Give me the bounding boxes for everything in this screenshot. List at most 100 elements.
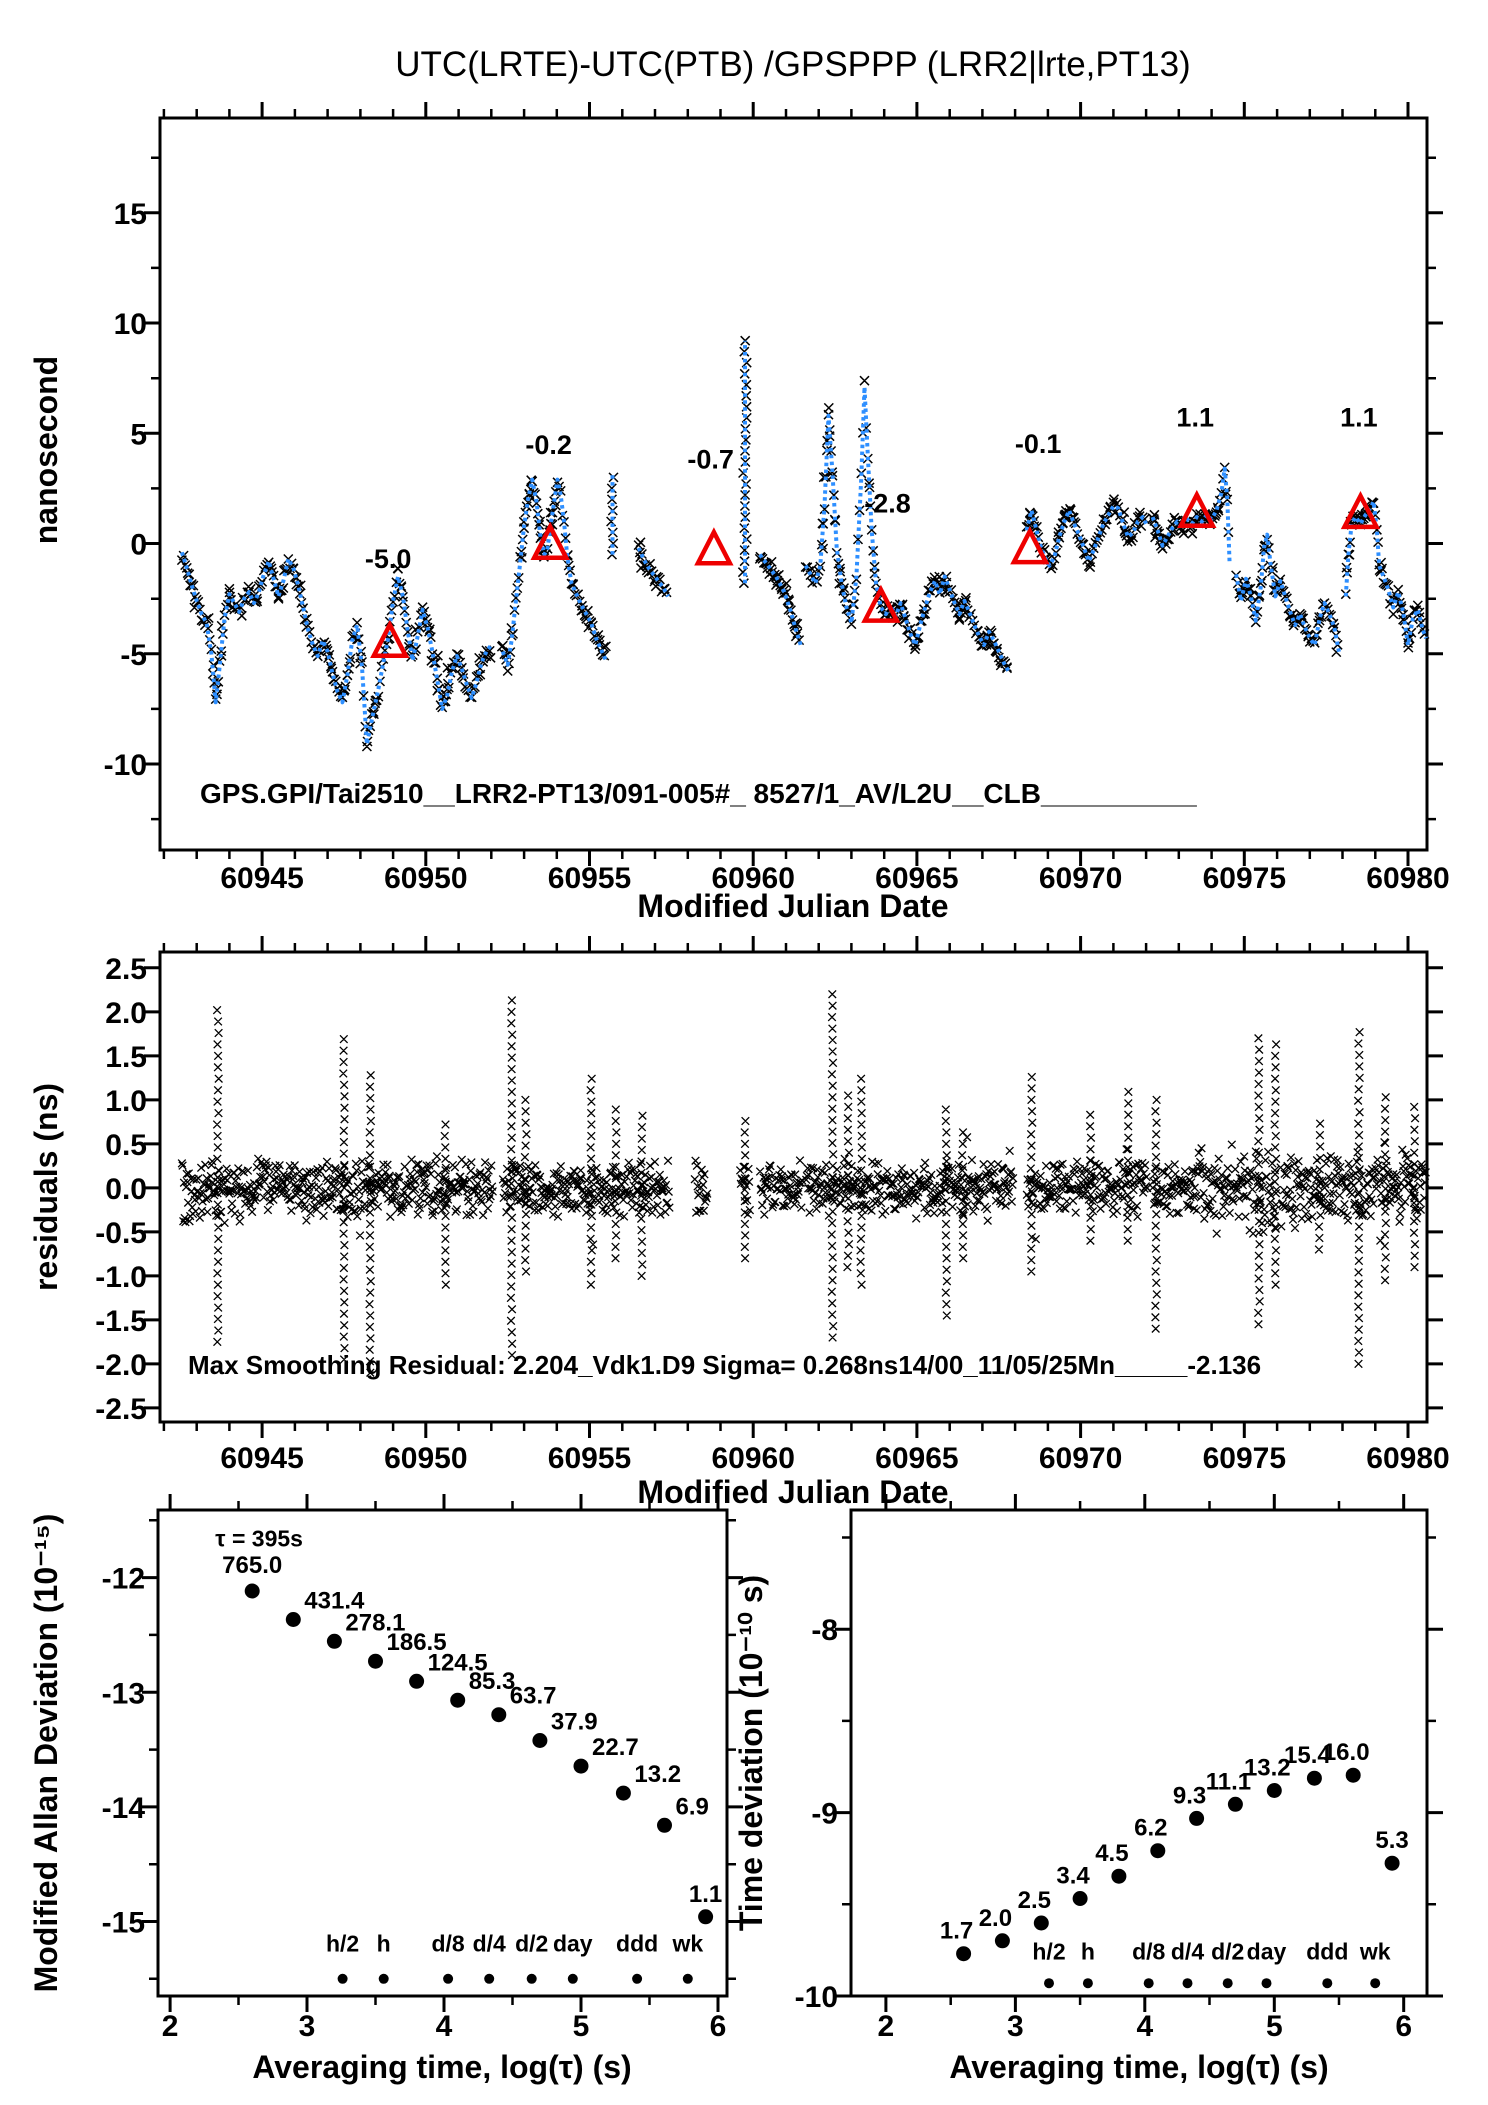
y-tick-label: -0.5: [95, 1217, 147, 1250]
x-tick-label: 60980: [1366, 862, 1449, 895]
data-point-label: 15.4: [1284, 1742, 1331, 1769]
calibration-triangle-marker: [370, 619, 410, 659]
data-point: [1227, 1796, 1243, 1812]
category-label: d/2: [1211, 1938, 1244, 1964]
y-tick-label: -9: [811, 1798, 838, 1831]
data-point-label: 11.1: [1206, 1768, 1251, 1795]
plot-border: [849, 1508, 1429, 1998]
x-tick-label: 60970: [1039, 862, 1122, 895]
minor-ticks: [162, 943, 1377, 1431]
phase-annotation: GPS.GPI/Tai2510__LRR2-PT13/091-005#_ 852…: [200, 778, 1197, 809]
y-tick-label: -2.0: [95, 1349, 147, 1382]
mdev-xlabel: Averaging time, log(τ) (s): [252, 2049, 631, 2085]
x-tick-label: 4: [436, 2010, 453, 2043]
y-tick-label: 2.0: [105, 997, 147, 1030]
data-point-label: 6.9: [676, 1793, 709, 1820]
plot-border: [158, 116, 1429, 852]
minor-ticks: [149, 1501, 736, 2005]
category-label: ddd: [616, 1930, 658, 1956]
triangle-value-label: -0.1: [1015, 429, 1062, 459]
category-dot: [1261, 1978, 1272, 1989]
category-label: h: [1081, 1938, 1095, 1964]
category-dot: [337, 1973, 348, 1984]
x-tick-label: 2: [162, 2010, 179, 2043]
data-point: [409, 1673, 425, 1689]
y-tick-label: 10: [114, 308, 147, 341]
data-point-label: 765.0: [222, 1552, 282, 1579]
residuals-xlabel: Modified Julian Date: [637, 1474, 948, 1510]
x-tick-label: 60970: [1039, 1442, 1122, 1475]
x-tick-label: 60980: [1366, 1442, 1449, 1475]
y-tick-label: -12: [102, 1563, 145, 1596]
mdev-ylabel: Modified Allan Deviation (10⁻¹⁵): [28, 1514, 64, 1993]
y-tick-label: -10: [795, 1981, 838, 2014]
y-tick-label: -10: [104, 749, 147, 782]
x-tick-label: 60955: [548, 1442, 631, 1475]
triangle-value-label: -5.0: [365, 544, 412, 574]
tdev-xlabel: Averaging time, log(τ) (s): [949, 2049, 1328, 2085]
x-tick-label: 5: [1266, 2010, 1283, 2043]
data-point: [285, 1612, 301, 1627]
data-point-label: 13.2: [1244, 1755, 1291, 1782]
tdev-chart: 2 3 4 5 6 -10 -9 -8 h/2 h d/8 d/4 d/2 day ddd wk 1.7 2.02…: [795, 1494, 1443, 2043]
x-tick-label: 3: [1007, 2010, 1024, 2043]
calibration-triangle-marker: [861, 584, 901, 623]
x-tick-label: 60950: [384, 1442, 467, 1475]
data-point-label: 5.3: [1375, 1827, 1408, 1854]
x-tick-label: 2: [878, 2010, 895, 2043]
y-tick-label: 5: [130, 418, 147, 451]
data-point-label: 431.4: [304, 1588, 365, 1615]
data-point: [532, 1733, 548, 1748]
residuals-annotation: Max Smoothing Residual: 2.204_Vdk1.D9 Si…: [188, 1350, 1261, 1380]
data-point: [1033, 1915, 1049, 1931]
data-point-label: 278.1: [345, 1609, 405, 1636]
data-point-label: 3.4: [1056, 1863, 1090, 1890]
category-label: d/4: [473, 1930, 506, 1956]
data-point: [450, 1692, 466, 1708]
category-label: h/2: [1032, 1938, 1065, 1964]
y-tick-label: 2.5: [105, 953, 147, 986]
y-tick-label: 15: [114, 198, 147, 231]
x-tick-label: 60960: [711, 1442, 794, 1475]
category-dot: [1182, 1978, 1193, 1989]
data-point: [368, 1653, 383, 1669]
data-point-label: 4.5: [1095, 1840, 1128, 1867]
data-point-label: 186.5: [387, 1629, 447, 1656]
data-point-label: 37.9: [551, 1709, 598, 1736]
category-dot: [443, 1973, 454, 1984]
category-dot: [567, 1973, 578, 1984]
y-tick-label: -14: [102, 1792, 146, 1825]
residuals-x-marks: [177, 989, 1430, 1377]
y-tick-label: -13: [102, 1677, 145, 1710]
x-tick-label: 60965: [875, 862, 958, 895]
triangle-value-label: 1.1: [1340, 403, 1378, 433]
data-point: [1345, 1767, 1361, 1783]
triangle-value-label: -0.7: [687, 445, 734, 475]
x-tick-label: 3: [299, 2010, 316, 2043]
major-ticks: [142, 1494, 743, 2012]
data-point: [657, 1817, 672, 1833]
tdev-ylabel: Time deviation (10⁻¹⁰ s): [733, 1575, 769, 1931]
category-label: wk: [1359, 1938, 1391, 1964]
y-tick-label: -1.5: [95, 1305, 147, 1338]
x-tick-label: 60960: [711, 862, 794, 895]
data-point: [573, 1758, 589, 1774]
data-point-label: 124.5: [428, 1649, 488, 1676]
category-label: day: [1247, 1938, 1287, 1964]
data-point-label: 16.0: [1323, 1739, 1370, 1766]
data-point-label: 13.2: [634, 1761, 681, 1788]
phase-xlabel: Modified Julian Date: [637, 888, 948, 924]
calibration-triangle-marker: [1340, 490, 1381, 530]
triangle-value-label: -0.2: [525, 430, 572, 460]
data-point: [1189, 1810, 1205, 1826]
data-point: [1266, 1783, 1282, 1798]
calibration-triangle-marker: [530, 521, 570, 560]
top-chart: 60945 60950 60955 60960 60965 60970 60975 60980…: [104, 102, 1450, 895]
minor-ticks: [842, 1501, 1436, 2005]
category-dot: [378, 1973, 389, 1984]
x-tick-label: 6: [1395, 2010, 1412, 2043]
category-label: ddd: [1306, 1938, 1348, 1964]
category-dot: [1044, 1978, 1054, 1989]
